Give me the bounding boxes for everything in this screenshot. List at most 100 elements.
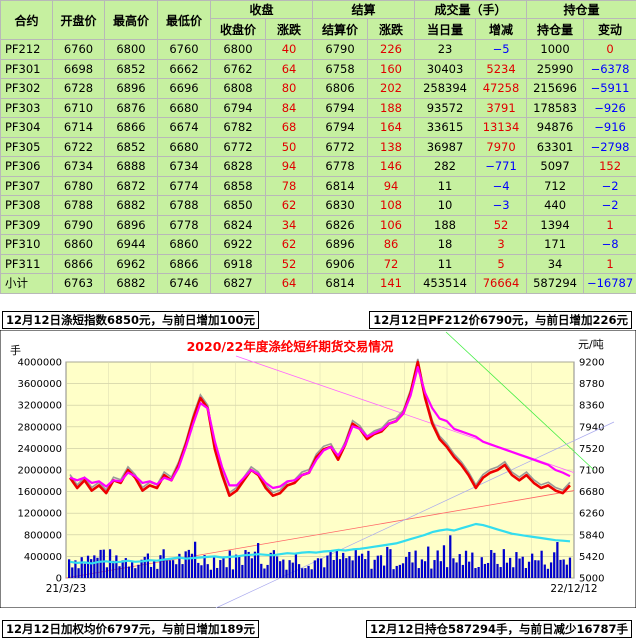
note-pf212: 12月12日PF212价6790元，与前日增加226元 (369, 311, 632, 329)
table-cell: 6860 (52, 234, 105, 255)
table-cell: 6830 (312, 195, 369, 216)
table-cell: −2 (583, 175, 636, 196)
table-cell: 6758 (312, 58, 369, 79)
note-weighted-avg: 12月12日加权均价6797元，与前日增加189元 (2, 620, 260, 638)
volume-bar (411, 562, 414, 578)
open_interest-line (69, 522, 571, 565)
table-cell: 23 (414, 39, 477, 60)
volume-bar (222, 557, 225, 578)
table-cell: 6852 (104, 58, 158, 79)
volume-bar (83, 563, 86, 578)
table-cell: 6714 (52, 117, 105, 138)
table-cell: 6828 (210, 156, 266, 177)
table-cell: 6866 (104, 117, 158, 138)
volume-bar (115, 555, 118, 578)
volume-bar (351, 560, 354, 578)
table-cell: 6800 (104, 39, 158, 60)
right-tick-label: 8780 (579, 379, 604, 390)
price-volume-chart: 2020/22年度涤纶短纤期货交易情况 手 元/吨 0 400000 800000 1… (0, 330, 636, 608)
volume-bar (297, 564, 301, 578)
volume-bar (181, 564, 184, 578)
volume-bar (477, 567, 480, 578)
table-cell: 13134 (475, 117, 528, 138)
table-cell: 47258 (475, 78, 528, 99)
header-oi-group: 持仓量 (526, 0, 636, 19)
table-cell: 178583 (526, 97, 585, 118)
contract-cell: PF303 (0, 97, 53, 118)
table-cell: 94 (367, 175, 416, 196)
right-tick-label: 7100 (579, 466, 604, 477)
table-cell: 188 (367, 97, 416, 118)
gridlines (66, 361, 574, 579)
volume-bar (512, 567, 515, 578)
volume-bar (96, 557, 99, 578)
table-cell: 6858 (210, 175, 266, 196)
volume-bar (279, 561, 282, 578)
volume-bar (162, 549, 165, 578)
header-settle-change: 涨跌 (367, 18, 416, 40)
table-cell: 258394 (414, 78, 477, 99)
volume-bar (313, 560, 316, 578)
table-row: PF305 6722 6852 6680 6772 50 6772 138 36987 7970 6… (0, 136, 636, 157)
table-cell: 5234 (475, 58, 528, 79)
table-cell: 6800 (210, 39, 266, 60)
volume-bar (433, 560, 436, 578)
table-cell: 6794 (312, 117, 369, 138)
table-cell: 6814 (312, 175, 369, 196)
chart-title: 2020/22年度涤纶短纤期货交易情况 (187, 339, 394, 354)
volume-bar (562, 559, 565, 578)
table-cell: 84 (264, 97, 314, 118)
right-tick-label: 6260 (579, 509, 604, 520)
table-cell: 25990 (526, 58, 585, 79)
left-tick-label: 3200000 (17, 401, 62, 412)
table-cell: 5097 (526, 156, 585, 177)
right-unit-label: 元/吨 (578, 338, 604, 351)
table-cell: 6780 (52, 175, 105, 196)
table-cell: 94 (264, 156, 314, 177)
table-cell: 6698 (52, 58, 105, 79)
table-cell: −3 (475, 195, 528, 216)
table-cell: 6772 (312, 136, 369, 157)
volume-bar (395, 565, 398, 578)
volume-bar (449, 535, 452, 578)
contract-cell: PF301 (0, 58, 53, 79)
left-axis-ticks: 0 400000 800000 1200000 1600000 2000000 240000… (17, 358, 62, 585)
volume-bar (417, 568, 420, 578)
contract-cell: PF305 (0, 136, 53, 157)
volume-bar (373, 559, 376, 578)
contract-cell: 小计 (0, 273, 53, 294)
table-cell: 108 (367, 195, 416, 216)
volume-bar (442, 545, 446, 578)
table-cell: 6826 (312, 214, 369, 235)
volume-bar (77, 568, 80, 578)
table-cell: 6896 (312, 234, 369, 255)
table-cell: 6760 (52, 39, 105, 60)
table-cell: 6790 (52, 214, 105, 235)
volume-bar (253, 551, 257, 578)
table-cell: 6680 (157, 136, 211, 157)
table-row: PF302 6728 6896 6696 6808 80 6806 202 258394 4725… (0, 78, 636, 99)
table-cell: 6674 (157, 117, 211, 138)
table-cell: 80 (264, 78, 314, 99)
header-open: 开盘价 (52, 0, 105, 40)
table-cell: 6824 (210, 214, 266, 235)
table-cell: 138 (367, 136, 416, 157)
volume-bar (483, 563, 487, 578)
table-cell: 6763 (52, 273, 105, 294)
volume-bar (474, 568, 477, 578)
table-cell: 6728 (52, 78, 105, 99)
volume-bar (86, 555, 90, 578)
volume-bar (112, 560, 115, 578)
volume-bar (392, 569, 395, 578)
table-cell: 6696 (157, 78, 211, 99)
volume-bar (549, 562, 553, 578)
volume-bar (464, 550, 468, 578)
header-settle-price: 结算价 (312, 18, 369, 40)
table-cell: 11 (414, 253, 477, 274)
table-cell: 18 (414, 234, 477, 255)
total-row: 小计 6763 6882 6746 6827 64 6814 141 453514 76664 58… (0, 273, 636, 294)
volume-bar (414, 550, 417, 578)
note-open-interest: 12月12日持仓587294手，与前日减少16787手 (365, 620, 632, 638)
volume-bar (521, 556, 524, 578)
right-tick-label: 7520 (579, 444, 604, 455)
